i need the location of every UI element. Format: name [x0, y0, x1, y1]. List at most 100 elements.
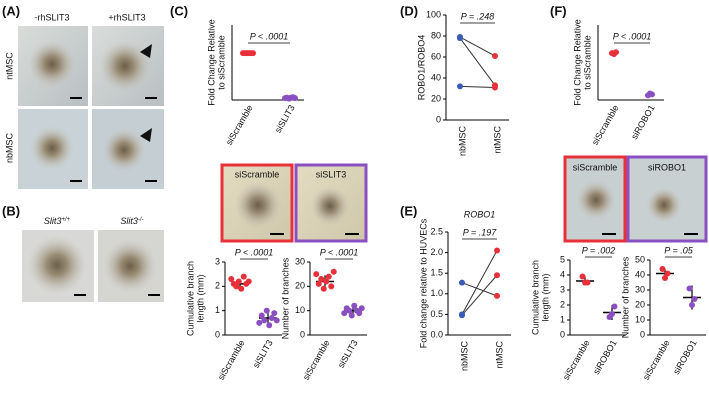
y-axis-label: Cumulative branch	[530, 260, 540, 335]
row-label: ntMSC	[4, 52, 14, 80]
data-point	[330, 268, 337, 275]
data-point	[492, 84, 498, 91]
panel-label: (C)	[170, 3, 188, 18]
y-tick-label: 80	[431, 30, 441, 40]
data-point	[235, 278, 242, 285]
panel-label: (E)	[400, 203, 417, 218]
p-value: P < .0001	[235, 247, 273, 257]
data-point	[323, 278, 330, 285]
data-point	[266, 322, 273, 329]
micrograph	[18, 109, 88, 189]
data-point	[240, 273, 247, 280]
genotype-label: Slit3+/+	[44, 216, 71, 226]
data-point	[579, 273, 586, 280]
p-value: P = .248	[461, 11, 494, 21]
y-tick-label: 2.5	[430, 226, 443, 236]
chart-title: ROBO1	[464, 209, 496, 219]
y-axis-label: Number of branches	[620, 256, 630, 338]
data-point	[492, 52, 498, 59]
x-tick-label: nbMSC	[457, 126, 467, 157]
data-point	[691, 296, 698, 302]
data-point	[233, 283, 240, 290]
data-point	[313, 271, 320, 278]
panel-c-images: siScramble siSLIT3	[220, 163, 368, 243]
y-tick-label: 3	[215, 256, 220, 266]
data-point	[611, 303, 618, 310]
data-point	[457, 35, 463, 42]
data-point	[315, 280, 322, 287]
data-point	[494, 292, 500, 299]
row-label: nbMSC	[4, 132, 14, 163]
data-point	[263, 307, 270, 314]
y-tick-label: 1	[560, 314, 565, 324]
y-tick-label: 0	[436, 114, 441, 124]
data-point	[320, 285, 327, 292]
p-value: P < .0001	[250, 31, 288, 41]
data-point	[351, 302, 358, 309]
data-point	[245, 278, 252, 285]
y-axis-label: Number of branches	[280, 257, 290, 339]
y-tick-label: 10	[295, 305, 305, 315]
genotype-label: Slit3-/-	[120, 216, 143, 226]
data-point	[238, 285, 245, 292]
data-point	[273, 317, 280, 324]
data-point	[457, 83, 463, 90]
y-tick-label: 0	[640, 329, 645, 339]
data-point	[325, 273, 332, 280]
y-tick-label: 0	[560, 329, 565, 339]
data-point	[662, 275, 668, 281]
image-label: siSLIT3	[316, 169, 347, 179]
data-point	[346, 307, 353, 314]
x-tick-label: siSLIT3	[336, 338, 360, 369]
p-value: P < .0001	[613, 31, 651, 41]
micrograph	[98, 230, 164, 302]
y-tick-label: 0	[300, 329, 305, 339]
pair-line	[459, 36, 496, 57]
y-tick-label: 2.0	[430, 247, 443, 257]
y-tick-label: 0	[215, 329, 220, 339]
y-tick-label: 2	[560, 299, 565, 309]
data-point	[268, 314, 275, 321]
y-axis-label: Fold Change Relative	[206, 19, 216, 106]
data-point	[664, 270, 671, 277]
y-tick-label: 1	[215, 305, 220, 315]
y-tick-label: 2	[215, 281, 220, 291]
panel-label: (A)	[2, 3, 20, 18]
y-tick-label: 0.5	[430, 309, 443, 319]
y-tick-label: 20	[431, 93, 441, 103]
micrograph	[18, 26, 88, 106]
y-tick-label: 30	[635, 284, 645, 294]
y-tick-label: 5	[560, 254, 565, 264]
data-point	[256, 319, 263, 326]
data-point	[609, 311, 615, 317]
data-point	[250, 50, 256, 57]
y-axis-label: ROBO1/ROBO4	[416, 35, 426, 101]
column-label: -rhSLIT3	[34, 12, 69, 22]
data-point	[258, 312, 265, 319]
panel-label: (D)	[400, 3, 418, 18]
column-label: +rhSLIT3	[108, 12, 145, 22]
data-point	[494, 247, 500, 254]
y-axis-label: length (mm)	[195, 274, 205, 322]
p-value: P = .05	[664, 245, 693, 255]
x-tick-label: siROBO1	[591, 338, 619, 376]
panel-b: Slit3+/+ Slit3-/-	[22, 216, 164, 302]
image-label: siROBO1	[648, 162, 686, 172]
image-label: siScramble	[573, 162, 618, 172]
data-point	[584, 279, 591, 286]
micrograph	[92, 109, 164, 189]
y-tick-label: 40	[635, 269, 645, 279]
x-tick-label: siScramble	[590, 103, 621, 147]
data-point	[689, 302, 695, 308]
pair-line	[461, 282, 498, 297]
x-tick-label: siScramble	[561, 338, 592, 382]
y-axis-label: length (mm)	[540, 273, 550, 321]
micrograph	[92, 26, 164, 106]
p-value: P < .0001	[320, 247, 358, 257]
micrograph	[22, 230, 94, 302]
data-point	[494, 272, 500, 279]
y-axis-label: Fold Change Relative	[572, 19, 582, 106]
p-value: P = .197	[463, 227, 497, 237]
panel-label: (F)	[550, 3, 567, 18]
